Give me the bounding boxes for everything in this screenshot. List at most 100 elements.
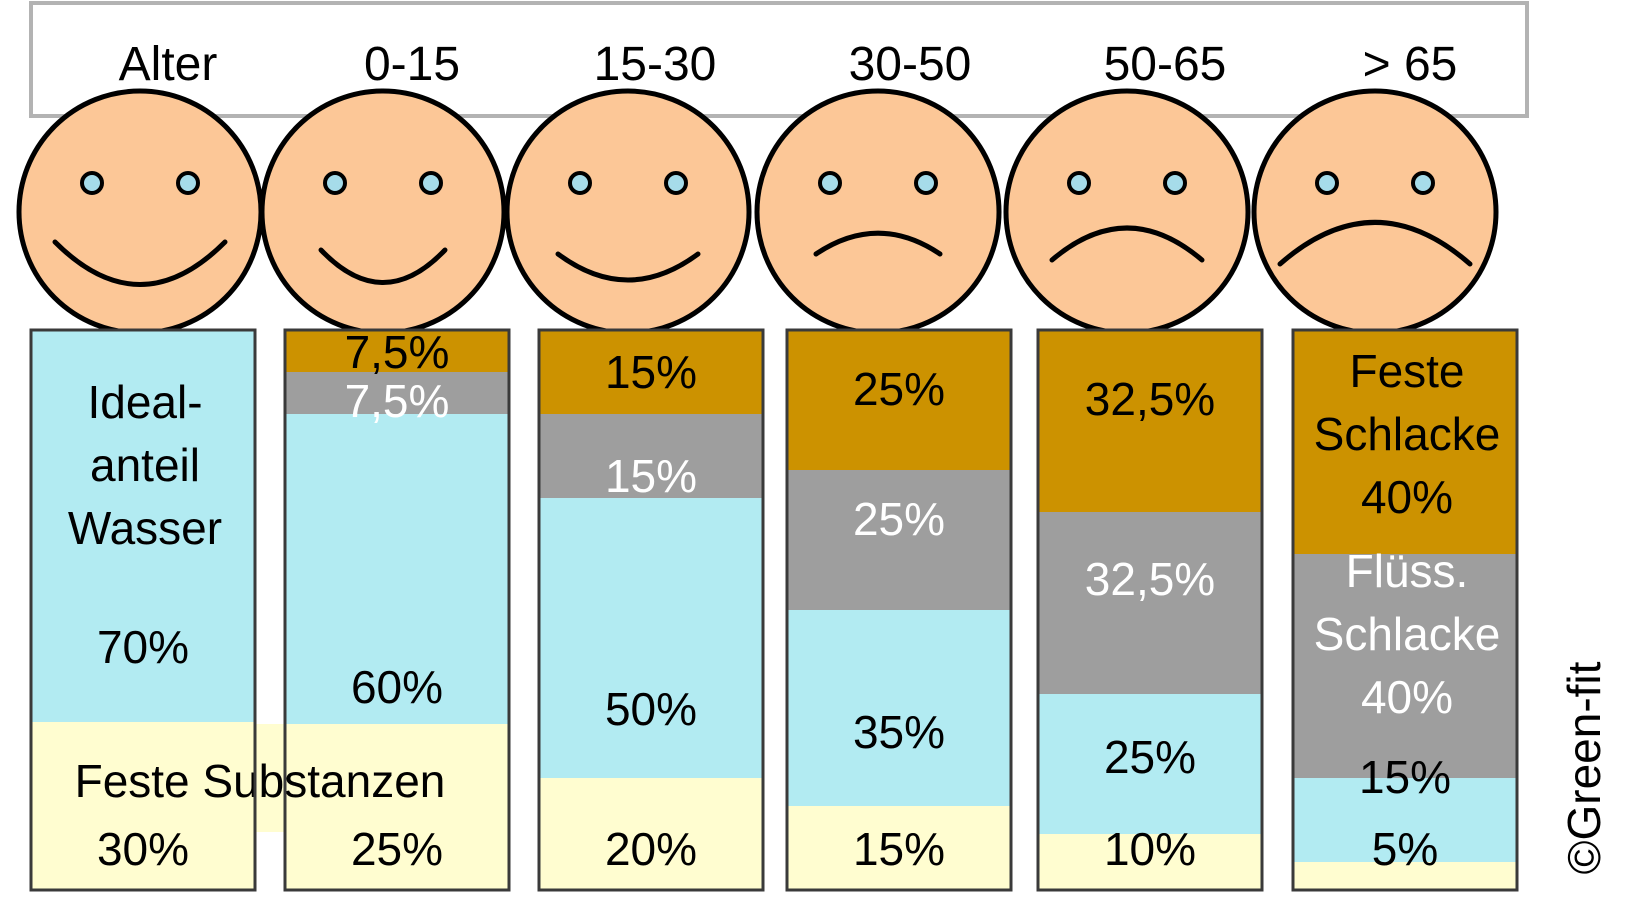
ideal-water-line-3: Wasser [68,502,222,554]
value-label-solids: 20% [605,823,697,875]
value-label-solids: 30% [97,823,189,875]
segment-water [787,610,1011,806]
segment-liquid-slag [1038,512,1262,694]
mouth-happy [318,247,448,285]
bar-outline [537,328,765,892]
segment-water [539,498,763,778]
value-label-liquid-slag: 25% [853,493,945,545]
liquid-slag-annotation: Flüss. Schlacke 40% [1314,545,1501,723]
left-eye-icon [818,171,842,195]
bar-outline [283,328,511,892]
value-label-solids: 5% [1372,823,1438,875]
face-circle [754,88,1002,336]
bar-outline [785,328,1013,892]
ideal-water-line-2: anteil [90,439,200,491]
segment-solid-slag [1038,330,1262,512]
segment-water [285,414,509,750]
age-header-group-2: 15-30 [594,38,717,91]
value-label-liquid-slag: 7,5% [345,375,450,427]
value-label-solid-slag: 32,5% [1085,373,1215,425]
value-label-solids: 10% [1104,823,1196,875]
right-eye-icon [914,171,938,195]
segment-water [1293,778,1517,862]
segment-solid-slag [285,330,509,372]
value-label-solid-slag: 25% [853,363,945,415]
value-label-solid-slag: 7,5% [345,326,450,378]
age-header-label: Alter [119,38,218,91]
segment-solid-slag [1293,330,1517,554]
face-happy [259,88,507,336]
face-very-happy [16,88,264,336]
value-label-solids: 15% [853,823,945,875]
segment-solids [787,806,1011,890]
solid-slag-annotation: Feste Schlacke 40% [1314,345,1501,523]
solids-callout-label: Feste Substanzen [75,755,446,807]
value-label-liquid-slag: 15% [605,450,697,502]
solid-slag-line-2: Schlacke [1314,408,1501,460]
face-slightly-sad [754,88,1002,336]
liquid-slag-line-3: 40% [1361,671,1453,723]
age-header-group-3: 30-50 [849,38,972,91]
segment-water [1038,694,1262,834]
solid-slag-line-1: Feste [1349,345,1464,397]
mouth-sad [1049,225,1205,263]
value-label-water: 35% [853,706,945,758]
copyright-text: ©Green-fit [1558,661,1610,874]
ideal-water-line-1: Ideal- [87,376,202,428]
solids-callout-band [31,724,509,832]
bar-outline [1036,328,1264,892]
face-circle [1003,88,1251,336]
segment-solids [1293,862,1517,890]
segment-liquid-slag [1293,554,1517,778]
right-eye-icon [1411,171,1435,195]
bar-outline [29,328,257,892]
right-eye-icon [664,171,688,195]
segment-solid-slag [787,330,1011,470]
value-label-solids: 25% [351,823,443,875]
bar-age-50-65 [1038,330,1262,890]
value-label-liquid-slag: 32,5% [1085,553,1215,605]
liquid-slag-line-1: Flüss. [1346,545,1469,597]
left-eye-icon [568,171,592,195]
right-eye-icon [419,171,443,195]
segment-water [31,330,255,722]
right-eye-icon [1163,171,1187,195]
left-eye-icon [1315,171,1339,195]
value-label-water: 15% [1359,751,1451,803]
stacked-bars: Feste Substanzen 30% 25% 20% 15% 10% 5% 70% 60% 5… [29,326,1519,892]
value-label-solid-slag: 15% [605,346,697,398]
solid-slag-line-3: 40% [1361,471,1453,523]
value-label-water: 60% [351,661,443,713]
segment-liquid-slag [285,372,509,414]
left-eye-icon [80,171,104,195]
segment-liquid-slag [787,470,1011,610]
ideal-water-annotation: Ideal- anteil Wasser [68,376,222,554]
age-header-box [29,1,1529,118]
value-label-water: 25% [1104,731,1196,783]
mouth-very-sad [1277,219,1473,267]
value-label-water: 50% [605,683,697,735]
age-header-group-1: 0-15 [364,38,460,91]
face-very-sad [1251,88,1499,336]
segment-solids [539,778,763,890]
mouth-slightly-sad [813,230,943,257]
age-header-group-5: > 65 [1363,38,1458,91]
face-circle [504,88,752,336]
right-eye-icon [176,171,200,195]
face-circle [1251,88,1499,336]
age-header-group-4: 50-65 [1104,38,1227,91]
liquid-slag-line-2: Schlacke [1314,608,1501,660]
left-eye-icon [1067,171,1091,195]
left-eye-icon [323,171,347,195]
face-circle [259,88,507,336]
face-sad [1003,88,1251,336]
mouth-very-happy [52,239,228,287]
bar-outline [1291,328,1519,892]
face-neutral [504,88,752,336]
bar-age-65 [1293,330,1517,890]
value-label-water: 70% [97,621,189,673]
segment-solids [1038,834,1262,890]
segment-solid-slag [539,330,763,414]
bar-age-15-30 [539,330,763,890]
face-circle [16,88,264,336]
